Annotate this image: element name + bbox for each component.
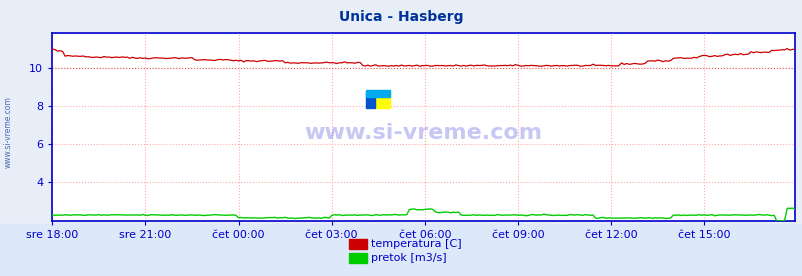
Text: www.si-vreme.com: www.si-vreme.com [3,97,13,168]
Text: Unica - Hasberg: Unica - Hasberg [338,10,464,24]
Text: pretok [m3/s]: pretok [m3/s] [371,253,446,263]
Text: temperatura [C]: temperatura [C] [371,239,461,249]
Text: www.si-vreme.com: www.si-vreme.com [304,123,542,143]
